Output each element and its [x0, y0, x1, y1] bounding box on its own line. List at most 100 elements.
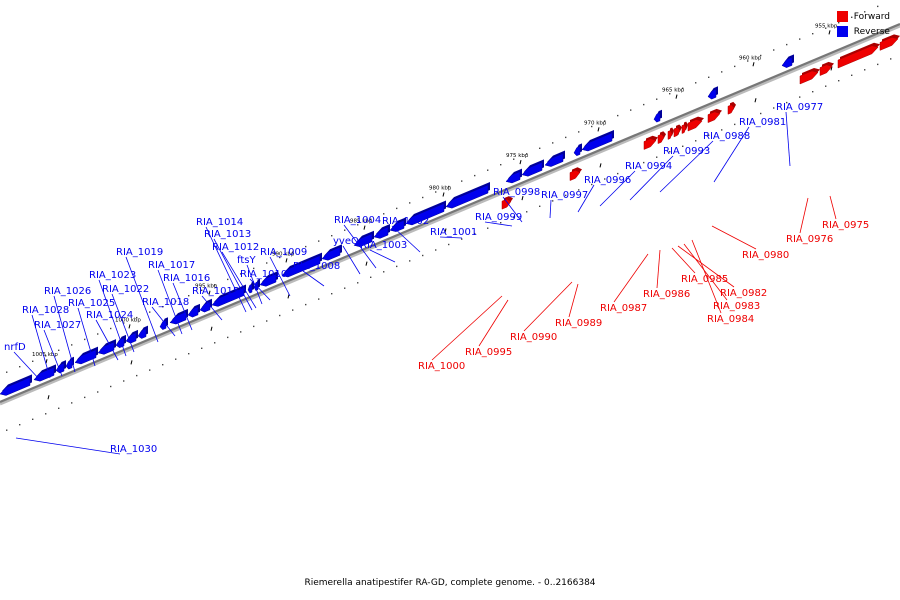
reverse-gene — [445, 184, 489, 209]
scale-dot — [747, 60, 749, 62]
scale-dot — [110, 327, 112, 330]
leader-line — [713, 126, 750, 183]
reverse-gene — [259, 273, 277, 287]
scale-dot — [851, 16, 853, 18]
tick-label: 990 kbp — [272, 251, 295, 257]
leader-line — [111, 293, 135, 353]
gene-label-reverse: RIA_1010 — [240, 269, 287, 280]
reverse-swatch — [836, 26, 848, 37]
tick-mark — [675, 94, 678, 99]
gene-label-reverse: RIA_1004 — [334, 215, 381, 226]
leader-line — [502, 196, 523, 223]
leader-line — [15, 437, 121, 455]
tick-label: 965 kbp — [662, 88, 685, 94]
leader-line — [785, 111, 791, 167]
scale-dot — [149, 369, 151, 371]
scale-dot — [695, 140, 697, 142]
reverse-gene — [159, 319, 167, 330]
scale-dot — [19, 366, 21, 368]
scale-dot — [435, 249, 437, 251]
scale-dot — [760, 112, 762, 115]
leader-line — [31, 314, 51, 379]
scale-dot — [435, 191, 437, 193]
tick-mark — [752, 62, 755, 67]
reverse-gene — [653, 112, 661, 123]
gene-label-reverse: RIA_1008 — [293, 261, 340, 272]
reverse-gene — [137, 328, 147, 339]
scale-dot — [58, 407, 60, 409]
leader-line — [369, 249, 396, 263]
scale-dot — [695, 82, 697, 84]
scale-dot — [71, 402, 73, 404]
gene-label-reverse: RIA_1019 — [116, 247, 163, 258]
gene-arrows — [0, 34, 900, 396]
ruler-ticks: 1005 kbp 1000 kbp 995 kbp 990 kbp 985 kbp 980… — [32, 23, 838, 400]
scale-dot — [643, 103, 645, 106]
scale-dot — [201, 347, 203, 349]
scale-dot — [19, 424, 21, 426]
forward-gene — [657, 133, 665, 145]
tick-mark — [442, 192, 445, 197]
leader-line — [391, 225, 421, 253]
tick-label: 970 kbp — [584, 120, 607, 126]
scale-dot — [331, 293, 333, 295]
gene-label-reverse: RIA_1002 — [382, 216, 429, 227]
leader-line — [249, 278, 271, 301]
scale-dot — [305, 303, 307, 306]
reverse-gene — [211, 287, 245, 307]
gene-label-reverse: RIA_0997 — [541, 190, 588, 201]
reverse-gene — [187, 306, 199, 318]
forward-gene — [727, 104, 735, 115]
scale-dot — [526, 211, 528, 213]
scale-dot — [201, 289, 203, 291]
scale-dot — [32, 418, 34, 420]
leader-line — [478, 299, 509, 347]
scale-dot — [864, 69, 866, 71]
scale-dot — [539, 147, 541, 149]
leader-line — [577, 184, 595, 213]
gene-label-reverse: RIA_1028 — [22, 305, 69, 316]
scale-dot — [838, 80, 840, 82]
forward-gene — [687, 119, 703, 132]
scale-dot — [136, 316, 138, 319]
forward-gene — [707, 111, 721, 124]
forward-gene — [879, 37, 899, 51]
scale-dot — [591, 183, 593, 186]
gene-label-forward: RIA_1000 — [418, 361, 465, 372]
gene-label-reverse: RIA_1017 — [148, 260, 195, 271]
scale-dot — [578, 189, 580, 191]
leader-line — [269, 256, 291, 297]
scale-dot — [396, 265, 398, 268]
scale-dot — [656, 98, 658, 100]
legend: Forward Reverse — [836, 9, 890, 39]
gene-label-forward: RIA_0982 — [720, 288, 767, 299]
gene-label-reverse: RIA_1013 — [204, 229, 251, 240]
scale-dot — [708, 76, 710, 78]
leader-line — [671, 247, 696, 274]
scale-dot — [149, 311, 151, 313]
scale-dot — [58, 349, 60, 351]
reverse-gene — [353, 233, 373, 248]
scale-dot — [227, 278, 229, 281]
leader-line — [613, 253, 649, 303]
scale-dot — [422, 254, 424, 257]
scale-dot — [266, 320, 268, 322]
tick-mark — [363, 225, 366, 230]
forward-gene — [837, 45, 879, 69]
gene-label-reverse: RIA_1015 — [192, 286, 239, 297]
tick-label: 975 kbp — [506, 153, 529, 159]
leader-line — [125, 256, 159, 343]
reverse-gene — [581, 132, 613, 152]
gene-label-reverse: RIA_0994 — [625, 161, 672, 172]
scale-dot — [773, 107, 775, 109]
scale-dot — [786, 43, 788, 46]
gene-label-reverse: RIA_0988 — [703, 131, 750, 142]
genome-backbone — [0, 22, 900, 406]
scale-dot — [71, 344, 73, 346]
gene-label-reverse: RIA_1003 — [360, 240, 407, 251]
reverse-gene — [74, 349, 97, 365]
gene-label-reverse: RIA_1027 — [34, 320, 81, 331]
scale-dot — [279, 314, 281, 317]
scale-dot — [682, 87, 684, 89]
